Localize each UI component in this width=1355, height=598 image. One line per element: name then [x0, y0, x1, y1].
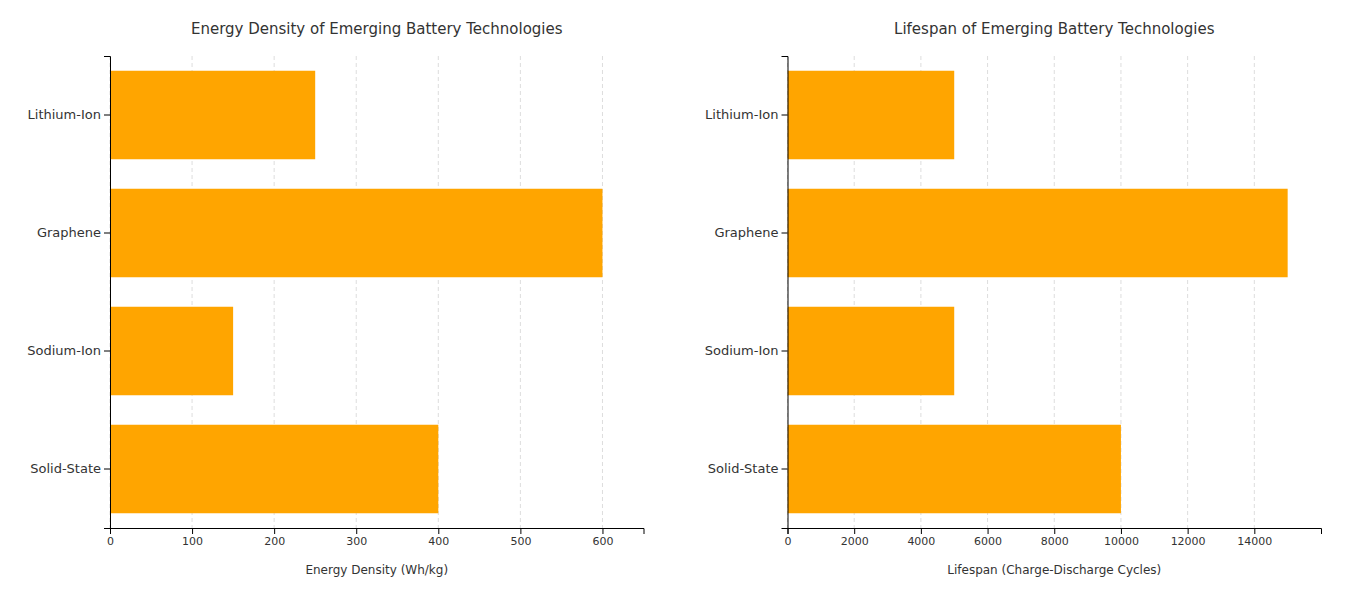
- tick: 4000: [907, 528, 935, 548]
- tick-label: 300: [346, 535, 367, 548]
- tick: Lithium-Ion: [705, 107, 787, 122]
- tick-label: 6000: [974, 535, 1002, 548]
- y-axis: Lithium-Ion Graphene Sodium-Ion Solid-State: [27, 57, 110, 529]
- tick-label: 0: [785, 535, 792, 548]
- tick-label: 8000: [1041, 535, 1069, 548]
- tick-label: 400: [428, 535, 449, 548]
- tick-label: 2000: [841, 535, 869, 548]
- tick-label: Lithium-Ion: [28, 107, 101, 122]
- tick: 400: [428, 528, 449, 548]
- tick-mark: [782, 469, 788, 470]
- tick-label: 0: [107, 535, 114, 548]
- tick-label: 500: [510, 535, 531, 548]
- tick-mark: [192, 528, 193, 534]
- tick: 2000: [841, 528, 869, 548]
- x-axis: 0 2000 4000 6000 8000 10000 12000 14000: [785, 528, 1322, 548]
- tick-mark: [782, 115, 788, 116]
- tick-mark: [1121, 528, 1122, 534]
- grid-line: [1254, 56, 1255, 528]
- bar: [788, 189, 1288, 278]
- grid: [788, 56, 1255, 528]
- tick: 100: [182, 528, 203, 548]
- axis-line: [111, 529, 645, 535]
- axis-line: [788, 529, 1322, 535]
- x-axis-title: Energy Density (Wh/kg): [305, 563, 448, 577]
- grid-line: [1187, 56, 1188, 528]
- tick: 8000: [1041, 528, 1069, 548]
- chart-title: Energy Density of Emerging Battery Techn…: [191, 20, 563, 38]
- bar: [110, 189, 602, 278]
- tick-label: 600: [592, 535, 613, 548]
- tick: 200: [264, 528, 285, 548]
- tick-mark: [921, 528, 922, 534]
- tick-mark: [1054, 528, 1055, 534]
- y-axis: Lithium-Ion Graphene Sodium-Ion Solid-State: [705, 57, 788, 529]
- tick: Lithium-Ion: [28, 107, 110, 122]
- x-axis: 0 100 200 300 400 500 600: [107, 528, 644, 548]
- tick: 300: [346, 528, 367, 548]
- bar: [788, 71, 955, 160]
- tick: Solid-State: [30, 461, 110, 476]
- tick-label: 14000: [1237, 535, 1272, 548]
- tick-label: Solid-State: [30, 461, 101, 476]
- tick: Sodium-Ion: [705, 343, 788, 358]
- tick-mark: [104, 233, 110, 234]
- tick-mark: [782, 233, 788, 234]
- chart-panel: 0 2000 4000 6000 8000 10000 12000 14000 Lithium-…: [705, 20, 1322, 577]
- tick: Graphene: [37, 225, 110, 240]
- tick-mark: [988, 528, 989, 534]
- tick-label: Graphene: [714, 225, 778, 240]
- tick-label: 12000: [1171, 535, 1206, 548]
- tick: 600: [592, 528, 613, 548]
- bar: [110, 425, 438, 514]
- bar: [110, 71, 315, 160]
- bar: [788, 307, 955, 396]
- tick-mark: [520, 528, 521, 534]
- axis-line: [104, 57, 111, 529]
- tick-mark: [1254, 528, 1255, 534]
- grid-line: [602, 56, 603, 528]
- tick-label: Lithium-Ion: [705, 107, 778, 122]
- tick: 10000: [1104, 528, 1139, 548]
- tick: Solid-State: [708, 461, 788, 476]
- tick: 500: [510, 528, 531, 548]
- bars: [110, 71, 602, 514]
- tick-label: 10000: [1104, 535, 1139, 548]
- tick: Graphene: [714, 225, 787, 240]
- bar: [788, 425, 1121, 514]
- grid: [110, 56, 602, 528]
- bar: [110, 307, 233, 396]
- tick: 0: [107, 528, 114, 548]
- tick-mark: [274, 528, 275, 534]
- tick-mark: [104, 115, 110, 116]
- tick: 14000: [1237, 528, 1272, 548]
- tick-label: 100: [182, 535, 203, 548]
- x-axis-title: Lifespan (Charge-Discharge Cycles): [947, 563, 1161, 577]
- chart-canvas: 0 100 200 300 400 500 600 Lithium-Ion Graphene So…: [0, 0, 1355, 598]
- tick-label: 4000: [907, 535, 935, 548]
- tick-mark: [438, 528, 439, 534]
- tick-label: Sodium-Ion: [27, 343, 101, 358]
- tick: 12000: [1171, 528, 1206, 548]
- chart-title: Lifespan of Emerging Battery Technologie…: [894, 20, 1215, 38]
- axis-line: [782, 57, 789, 529]
- tick-mark: [854, 528, 855, 534]
- tick-mark: [356, 528, 357, 534]
- tick-mark: [104, 351, 110, 352]
- tick-label: Solid-State: [708, 461, 779, 476]
- tick-label: 200: [264, 535, 285, 548]
- chart-panel: 0 100 200 300 400 500 600 Lithium-Ion Graphene So…: [27, 20, 644, 577]
- tick-label: Graphene: [37, 225, 101, 240]
- tick: 0: [785, 528, 792, 548]
- tick-mark: [602, 528, 603, 534]
- tick-mark: [1188, 528, 1189, 534]
- tick: 6000: [974, 528, 1002, 548]
- tick-mark: [104, 469, 110, 470]
- grid-line: [520, 56, 521, 528]
- tick-mark: [782, 351, 788, 352]
- tick: Sodium-Ion: [27, 343, 110, 358]
- tick-label: Sodium-Ion: [705, 343, 779, 358]
- bars: [788, 71, 1288, 514]
